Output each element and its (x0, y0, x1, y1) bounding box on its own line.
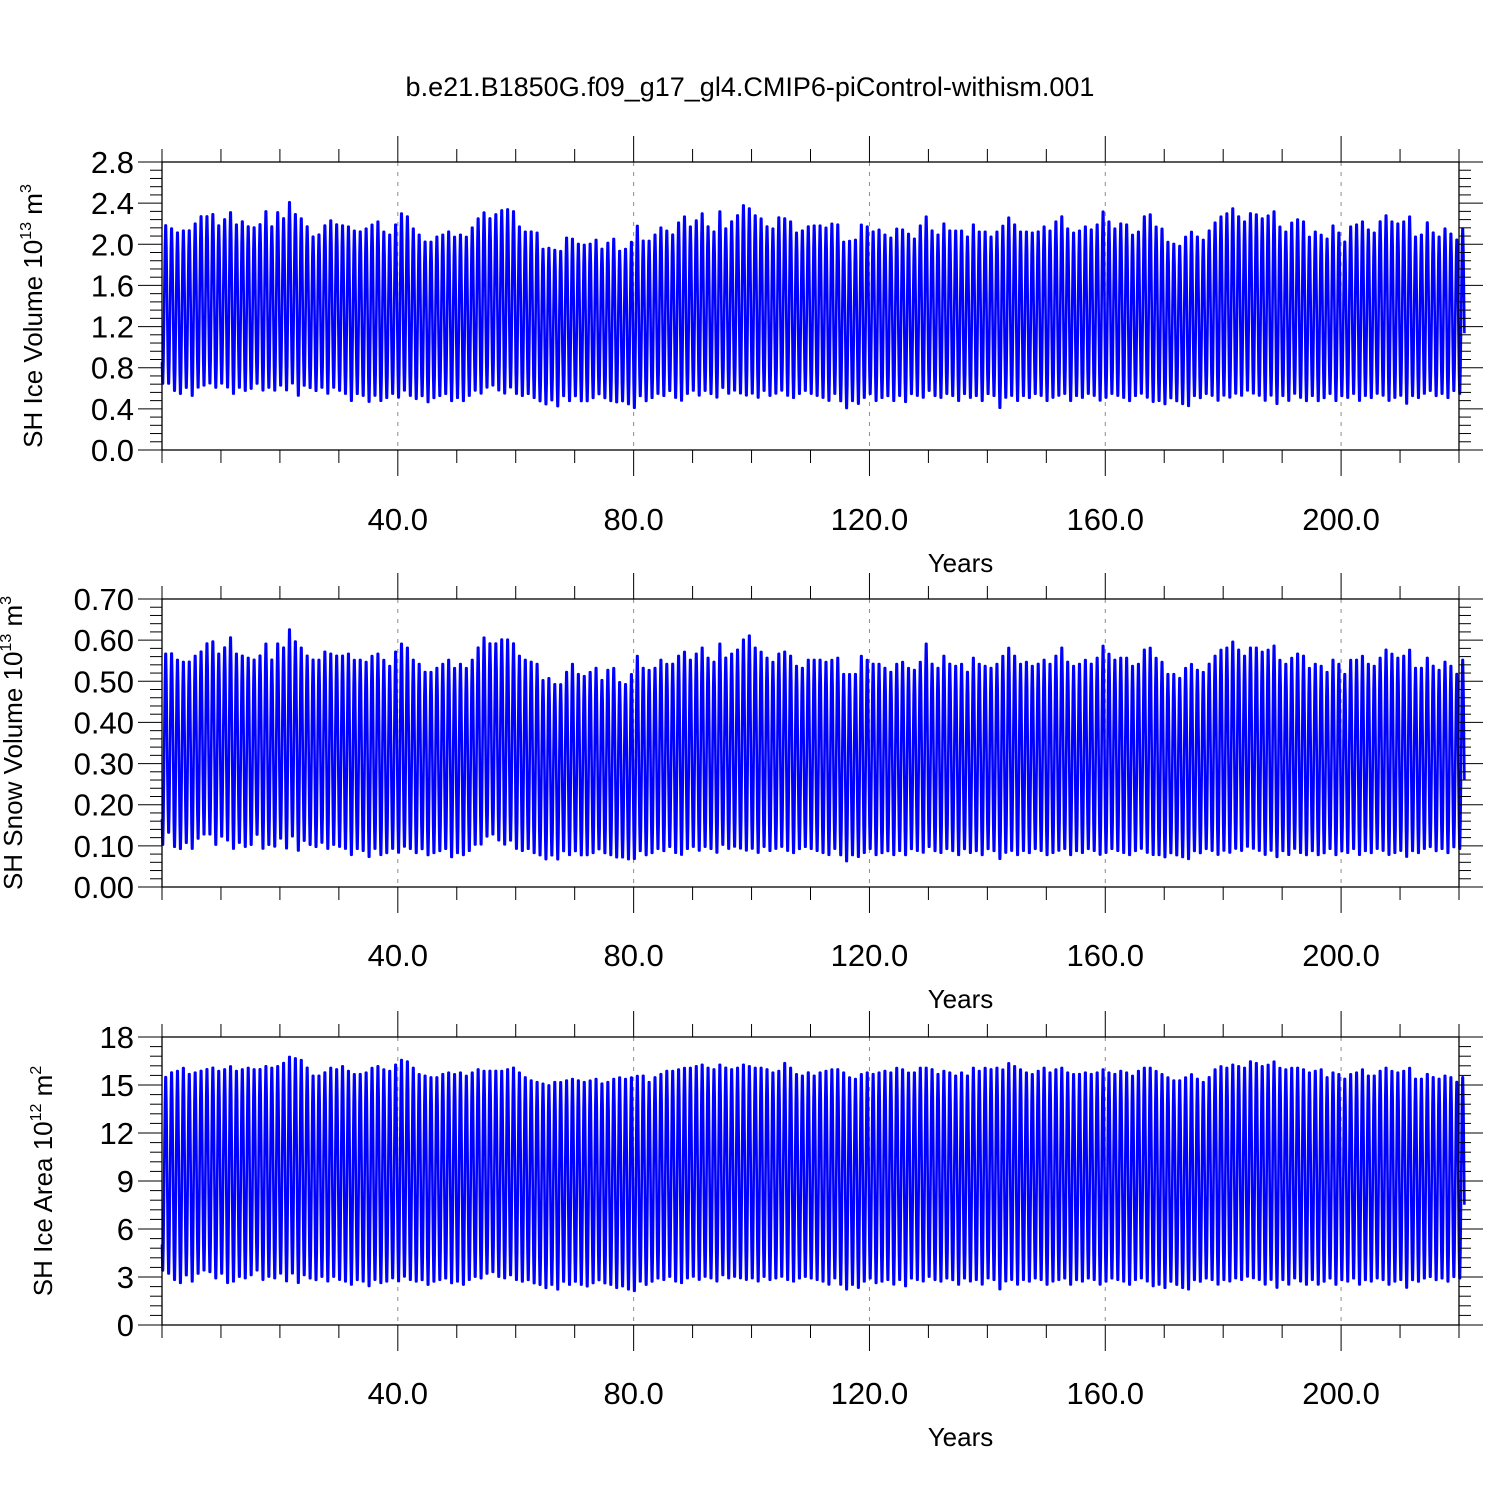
y-axis-title-unit-exponent: 2 (28, 1066, 45, 1075)
y-tick-label: 0.10 (74, 829, 134, 864)
x-tick-label: 160.0 (1066, 502, 1144, 537)
y-tick-label: 3 (117, 1260, 134, 1295)
y-axis-title-text: SH Snow Volume 10 (0, 652, 28, 890)
y-tick-label: 1.2 (91, 310, 134, 345)
y-tick-label: 6 (117, 1212, 134, 1247)
series-line (160, 201, 1466, 410)
y-tick-label: 18 (100, 1020, 134, 1055)
y-tick-label: 0.60 (74, 623, 134, 658)
x-tick-label: 120.0 (831, 938, 909, 973)
x-tick-label: 80.0 (603, 1376, 663, 1411)
y-axis-title-text: SH Ice Area 10 (28, 1121, 58, 1296)
x-tick-label: 200.0 (1302, 502, 1380, 537)
x-tick-label: 120.0 (831, 1376, 909, 1411)
panel-ice-volume: 40.0 80.0 120.0 160.0 200.0 0.0 0.4 0.8 1.2 1.6 2.… (18, 136, 1483, 578)
y-tick-label: 0.30 (74, 747, 134, 782)
y-axis-title-unit: m (28, 1075, 58, 1104)
panel-snow-volume: 40.0 80.0 120.0 160.0 200.0 0.00 0.10 0.20 0.30 0… (0, 573, 1483, 1014)
y-tick-label: 0.70 (74, 582, 134, 617)
series-line (160, 1055, 1466, 1293)
x-tick-label: 40.0 (368, 938, 428, 973)
panel-ice-area: 40.0 80.0 120.0 160.0 200.0 0 3 6 9 12 15 18 Years SH… (28, 1011, 1483, 1452)
y-tick-label: 0.40 (74, 705, 134, 740)
y-tick-label: 2.4 (91, 186, 134, 221)
y-tick-label: 0.8 (91, 351, 134, 386)
y-tick-label: 0.50 (74, 664, 134, 699)
y-axis-title-exponent: 13 (18, 222, 35, 240)
y-tick-label: 0.0 (91, 433, 134, 468)
figure-title: b.e21.B1850G.f09_g17_gl4.CMIP6-piControl… (405, 72, 1095, 102)
y-axis-title-exponent: 13 (0, 634, 15, 652)
x-tick-label: 160.0 (1066, 1376, 1144, 1411)
y-tick-label: 2.0 (91, 227, 134, 262)
y-axis-title-exponent: 12 (28, 1103, 45, 1121)
x-axis-title: Years (928, 1422, 994, 1452)
y-axis-title-unit-exponent: 3 (0, 596, 15, 605)
y-tick-label: 0 (117, 1308, 134, 1343)
x-tick-label: 200.0 (1302, 1376, 1380, 1411)
y-axis-title: SH Ice Volume 1013 m3 (18, 184, 48, 448)
x-tick-label: 200.0 (1302, 938, 1380, 973)
x-axis-title: Years (928, 548, 994, 578)
y-axis-title-unit: m (18, 193, 48, 222)
x-tick-label: 80.0 (603, 502, 663, 537)
y-tick-label: 15 (100, 1068, 134, 1103)
y-axis-title-text: SH Ice Volume 10 (18, 240, 48, 448)
x-tick-label: 40.0 (368, 1376, 428, 1411)
y-tick-label: 12 (100, 1116, 134, 1151)
x-tick-label: 120.0 (831, 502, 909, 537)
x-axis-title: Years (928, 984, 994, 1014)
y-tick-label: 2.8 (91, 145, 134, 180)
y-tick-label: 0.4 (91, 392, 134, 427)
y-axis-title: SH Snow Volume 1013 m3 (0, 596, 28, 890)
x-tick-label: 80.0 (603, 938, 663, 973)
y-tick-label: 0.00 (74, 870, 134, 905)
y-axis-title-unit: m (0, 605, 28, 634)
x-tick-label: 160.0 (1066, 938, 1144, 973)
y-axis-title: SH Ice Area 1012 m2 (28, 1066, 58, 1297)
x-tick-label: 40.0 (368, 502, 428, 537)
y-tick-label: 9 (117, 1164, 134, 1199)
y-axis-title-unit-exponent: 3 (18, 184, 35, 193)
y-tick-label: 1.6 (91, 268, 134, 303)
series-line (160, 628, 1466, 863)
y-tick-label: 0.20 (74, 788, 134, 823)
